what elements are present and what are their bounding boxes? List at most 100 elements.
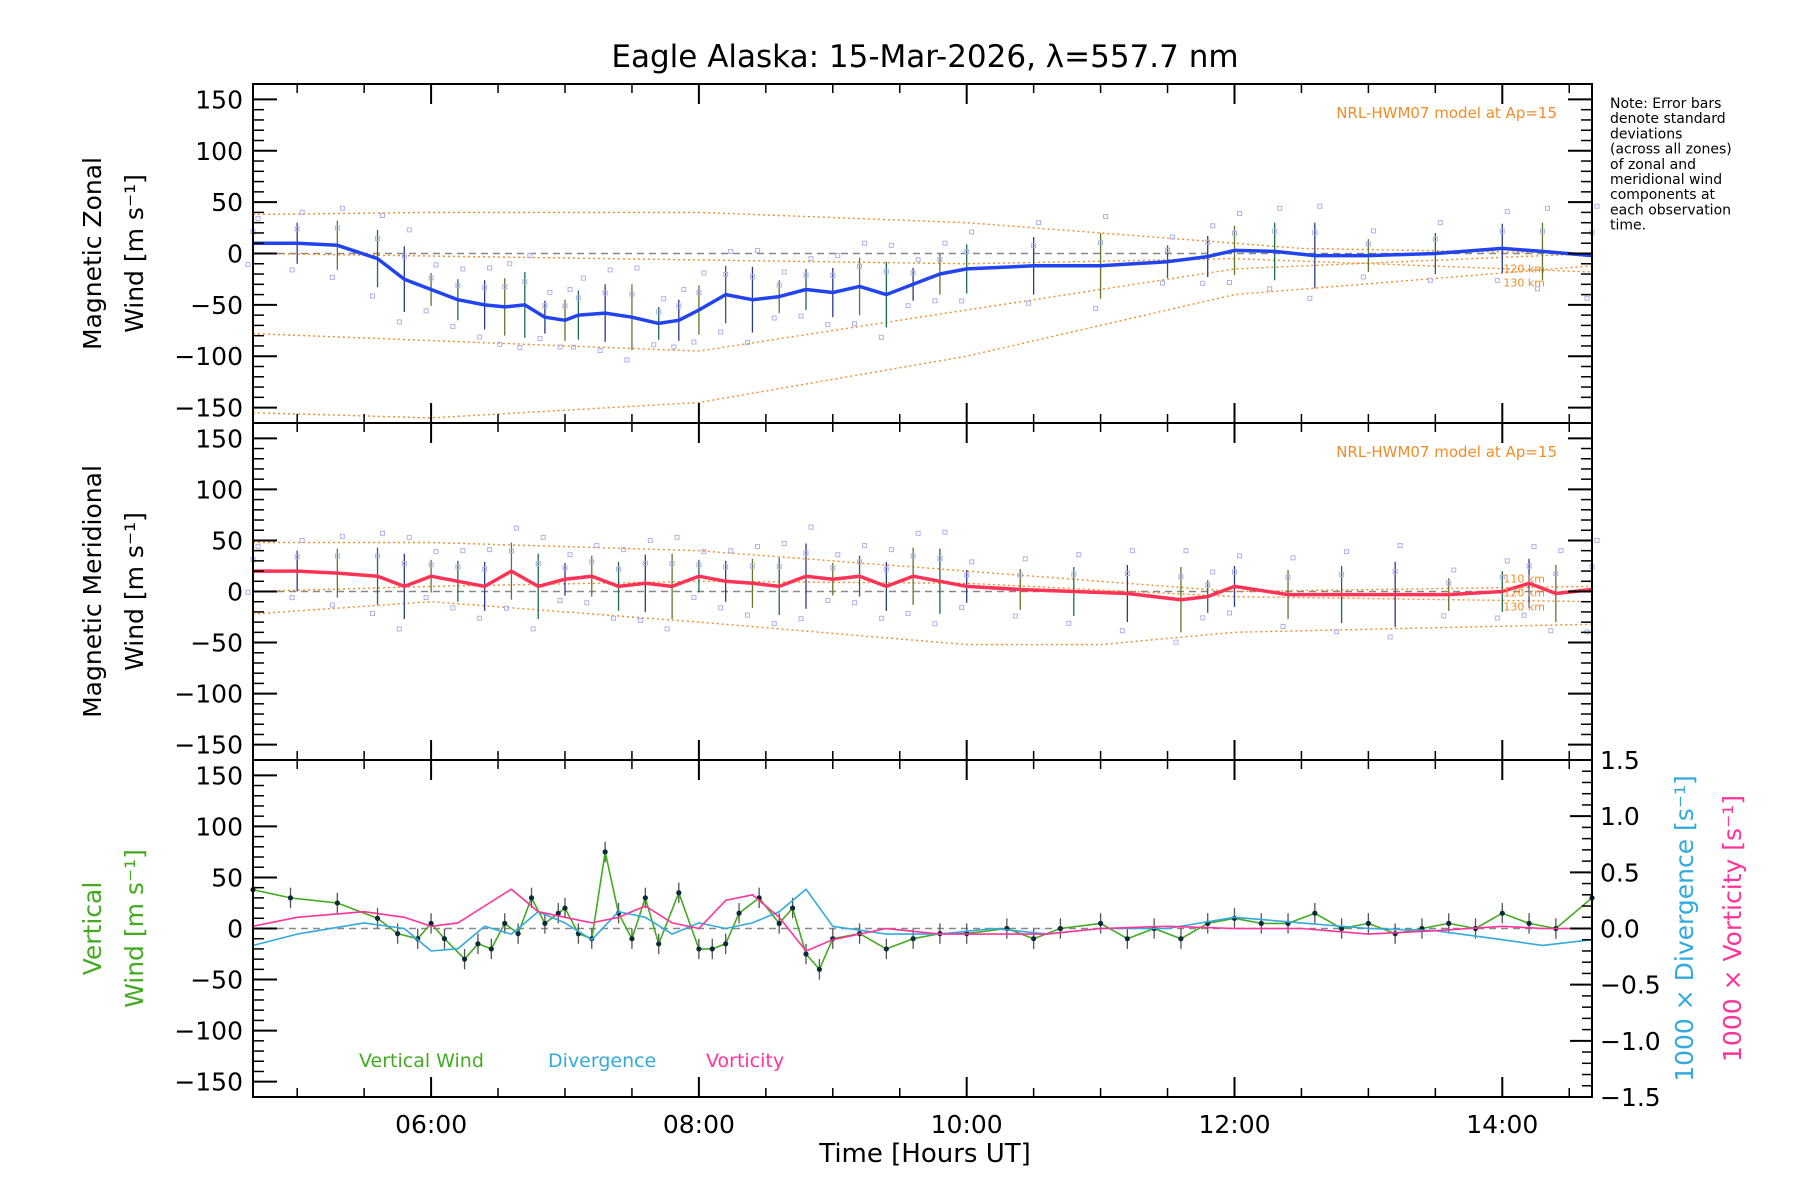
zone-point bbox=[1026, 300, 1032, 306]
zone-point bbox=[728, 248, 734, 254]
y-axis-title-line1: Vertical bbox=[78, 882, 107, 976]
zone-point bbox=[771, 315, 777, 321]
zone-point bbox=[1200, 615, 1206, 621]
zone-point bbox=[1231, 230, 1237, 236]
zone-point bbox=[423, 594, 429, 600]
x-tick-label: 14:00 bbox=[1466, 1110, 1538, 1139]
zone-point bbox=[1231, 569, 1237, 575]
zone-point bbox=[370, 610, 376, 616]
chart-title: Eagle Alaska: 15-Mar-2026, λ=557.7 nm bbox=[611, 39, 1238, 75]
zone-point bbox=[294, 226, 300, 232]
zone-point bbox=[651, 342, 657, 348]
x-tick-label: 12:00 bbox=[1198, 1110, 1270, 1139]
zone-point bbox=[455, 564, 461, 570]
zone-point bbox=[671, 344, 677, 350]
zone-point bbox=[1307, 295, 1313, 301]
zone-point bbox=[396, 626, 402, 632]
zone-point bbox=[937, 257, 943, 263]
zone-point bbox=[428, 562, 434, 568]
zone-point bbox=[637, 618, 643, 624]
zone-point bbox=[830, 272, 836, 278]
y-axis-title-line2: Wind [m s⁻¹] bbox=[120, 849, 149, 1008]
zone-point bbox=[942, 529, 948, 535]
y-tick-label: 0 bbox=[227, 240, 243, 269]
data-point bbox=[395, 931, 401, 937]
zone-point bbox=[701, 549, 707, 555]
model-altitude-label: 120 km bbox=[1503, 263, 1545, 276]
y-axis-title-line1: Magnetic Zonal bbox=[78, 157, 107, 350]
note-line: deviations bbox=[1610, 126, 1682, 142]
zone-point bbox=[530, 626, 536, 632]
data-point bbox=[629, 936, 635, 942]
zone-point bbox=[1432, 236, 1438, 242]
note-line: each observation bbox=[1610, 202, 1731, 218]
zone-point bbox=[830, 565, 836, 571]
zone-point bbox=[1012, 613, 1018, 619]
zone-point bbox=[915, 530, 921, 536]
data-point bbox=[1057, 925, 1064, 932]
zone-point bbox=[329, 602, 335, 608]
series-line bbox=[253, 241, 1593, 326]
zone-point bbox=[1129, 548, 1135, 554]
zone-point bbox=[691, 594, 697, 600]
zone-point bbox=[744, 339, 750, 345]
zone-point bbox=[503, 605, 509, 611]
data-point bbox=[723, 941, 729, 947]
zone-point bbox=[580, 275, 586, 281]
right-y-tick-label: −0.5 bbox=[1600, 971, 1661, 1000]
zone-point bbox=[852, 321, 858, 327]
zone-point bbox=[825, 597, 831, 603]
zone-point bbox=[334, 553, 340, 559]
zone-point bbox=[857, 559, 863, 565]
zone-point bbox=[542, 303, 548, 309]
right-y-tick-label: 1.0 bbox=[1600, 802, 1640, 831]
zone-point bbox=[932, 298, 938, 304]
y-tick-label: −50 bbox=[190, 966, 243, 995]
zone-point bbox=[883, 566, 889, 572]
y-tick-label: 50 bbox=[211, 188, 243, 217]
zone-point bbox=[299, 209, 305, 215]
zone-point bbox=[1387, 634, 1393, 640]
data-point bbox=[1124, 936, 1130, 942]
zone-point bbox=[878, 615, 884, 621]
zone-point bbox=[540, 534, 546, 540]
note-line: of zonal and bbox=[1610, 157, 1696, 173]
y-tick-label: 0 bbox=[227, 915, 243, 944]
zone-point bbox=[915, 257, 921, 263]
note-line: time. bbox=[1610, 218, 1646, 234]
zone-point bbox=[835, 552, 841, 558]
zone-point bbox=[487, 265, 493, 271]
zone-point bbox=[375, 236, 381, 242]
zone-point bbox=[1499, 228, 1505, 234]
zone-point bbox=[723, 564, 729, 570]
zone-point bbox=[1334, 629, 1340, 635]
data-point bbox=[1365, 920, 1371, 926]
data-point bbox=[562, 905, 568, 911]
y-tick-label: 50 bbox=[211, 863, 243, 892]
zone-point bbox=[681, 286, 687, 292]
data-point bbox=[1258, 920, 1264, 926]
panel-frame bbox=[252, 422, 1593, 761]
zone-point bbox=[910, 553, 916, 559]
y-tick-label: −100 bbox=[174, 342, 243, 371]
data-point bbox=[642, 895, 648, 901]
data-point bbox=[790, 905, 796, 911]
data-point bbox=[287, 895, 294, 901]
zone-point bbox=[507, 261, 513, 267]
zone-point bbox=[329, 274, 335, 280]
zone-point bbox=[616, 566, 622, 572]
zone-point bbox=[674, 534, 680, 540]
data-point bbox=[776, 920, 782, 926]
zone-point bbox=[535, 561, 541, 567]
zone-point bbox=[482, 566, 488, 572]
y-tick-label: 150 bbox=[195, 424, 243, 453]
zone-point bbox=[562, 565, 568, 571]
data-point bbox=[696, 946, 702, 952]
zone-point bbox=[1437, 220, 1443, 226]
zone-point bbox=[781, 541, 787, 547]
data-point bbox=[736, 910, 742, 916]
data-point bbox=[883, 946, 889, 952]
zone-point bbox=[1365, 241, 1371, 247]
zone-point bbox=[570, 344, 576, 350]
zone-point bbox=[696, 562, 702, 568]
